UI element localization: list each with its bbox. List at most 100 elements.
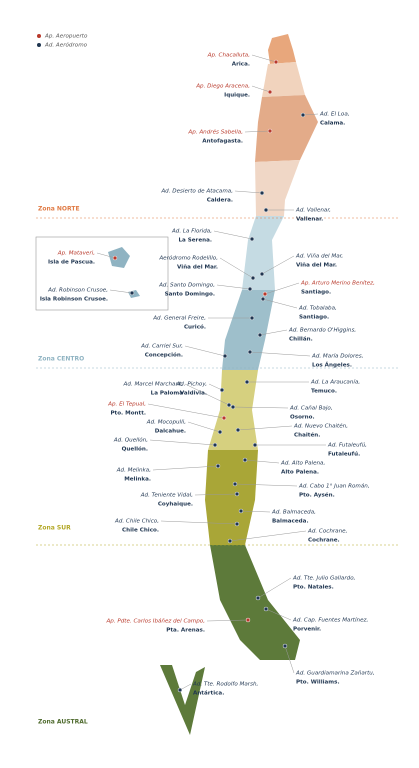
leader-line [302, 113, 319, 116]
airport-dot [259, 190, 265, 196]
airport-name: Ad. La Florida, [171, 229, 212, 235]
airport-dot [250, 275, 256, 281]
leader-line [240, 510, 271, 513]
airport-city: Balmaceda. [272, 519, 309, 525]
leader-line [213, 230, 253, 240]
airport-name: Ad. Alto Palena, [280, 461, 325, 467]
airport-dot [300, 112, 306, 118]
leader-line [96, 252, 116, 259]
airport-dot [129, 290, 135, 296]
airport-dot [252, 442, 258, 448]
airport-city: Pto. Natales. [293, 585, 334, 591]
airport-dot [249, 315, 255, 321]
airport-dot [215, 463, 221, 469]
airport-dot [267, 89, 273, 95]
easter-island [108, 247, 130, 268]
airport-name: Ad. Tte. Julio Gallardo, [292, 576, 356, 582]
airport-name: Ad. Marcel Marchant, [123, 382, 184, 388]
airport-name: Ad. Carriel Sur, [140, 344, 183, 350]
leader-line [261, 255, 295, 275]
leader-line [229, 530, 307, 542]
airport-name: Ad. Robinson Crusoe, [47, 288, 108, 294]
region-austral [210, 545, 300, 660]
zone-label: Zona CENTRO [38, 356, 84, 363]
leader-line [219, 257, 254, 279]
leader-line [187, 421, 221, 433]
airport-city: Quellón. [122, 446, 148, 453]
airport-city: Calama. [320, 121, 345, 127]
airport-name: Ad. Cañal Bajo, [289, 406, 333, 412]
leader-line [284, 645, 295, 674]
airport-name: Ad. Bernardo O'Higgins, [288, 328, 356, 334]
airport-city: Chaitén. [294, 432, 320, 439]
airport-dot [221, 415, 227, 421]
airport-dot [255, 595, 261, 601]
airport-dot [260, 296, 266, 302]
airport-dot [234, 491, 240, 497]
leader-line [237, 425, 293, 431]
leader-line [244, 130, 271, 133]
airport-name: Ad. Balmaceda, [271, 510, 316, 516]
airport-dot [234, 521, 240, 527]
leader-line [184, 383, 230, 406]
airport-city: Los Ángeles. [312, 362, 352, 369]
leader-line [109, 289, 133, 294]
leader-line [259, 329, 288, 336]
airport-dot [273, 59, 279, 65]
airport-dot [112, 255, 118, 261]
legend-label: Ad. Aeródromo [44, 42, 88, 49]
airport-dot [222, 353, 228, 359]
inset-box [35, 236, 169, 311]
airport-dot [259, 271, 265, 277]
leader-line [234, 190, 263, 194]
zone-label: Zona AUSTRAL [38, 719, 88, 726]
legend-dot [37, 43, 41, 47]
airport-city: Curicó. [184, 324, 206, 331]
airport-city: Valdivia. [180, 391, 207, 397]
airport-dot [232, 481, 238, 487]
airport-name: Ad. Cochrane, [307, 529, 348, 535]
airport-city: Melinka. [124, 477, 151, 483]
airport-city: Isla Robinson Crusoe. [40, 297, 108, 303]
airport-name: Ad. Pichoy, [175, 382, 207, 388]
airport-city: La Paloma [151, 391, 184, 397]
region-norte-d [255, 160, 300, 216]
airport-city: Pta. Arenas. [166, 628, 205, 634]
airport-city: Caldera. [207, 198, 233, 204]
leader-line [184, 345, 226, 357]
airport-city: Chillán. [289, 336, 313, 343]
airport-name: Ad. Quellón, [113, 437, 148, 444]
zone-label: Zona NORTE [38, 206, 80, 213]
airport-city: Iquique. [224, 93, 250, 99]
legend-label: Ap. Aeropuerto [44, 34, 88, 40]
region-norte-a [268, 34, 296, 64]
airport-city: Santiago. [299, 315, 329, 321]
airport-city: La Serena. [178, 238, 212, 244]
airport-dot [249, 236, 255, 242]
leader-line [265, 608, 292, 621]
airport-dot [257, 332, 263, 338]
airport-dot [263, 207, 269, 213]
antarctic-wedge [160, 665, 205, 735]
airport-name: Ad. Viña del Mar, [295, 254, 343, 260]
airport-city: Pto. Aysén. [299, 492, 335, 499]
airport-name: Ad. El Loa, [319, 112, 350, 118]
airport-city: Arica. [232, 62, 250, 68]
airport-city: Temuco. [311, 389, 337, 395]
airport-name: Ad. General Freire, [152, 316, 206, 322]
leader-line [152, 465, 219, 471]
airport-dot [235, 427, 241, 433]
airport-name: Ad. Tte. Rodolfo Marsh, [192, 682, 259, 688]
airport-city: Chile Chico. [122, 528, 159, 534]
airport-name: Ad. Futaleufú, [327, 442, 367, 449]
airport-name: Ap. El Tepual, [107, 402, 146, 408]
airport-dot [247, 286, 253, 292]
airport-dot [177, 687, 183, 693]
leader-line [249, 351, 311, 357]
leader-line [216, 284, 251, 290]
airport-city: Concepción. [145, 352, 183, 359]
airport-city: Cochrane. [308, 538, 340, 544]
airport-name: Ad. Melinka, [116, 468, 152, 474]
airport-city: Santo Domingo. [165, 292, 215, 298]
